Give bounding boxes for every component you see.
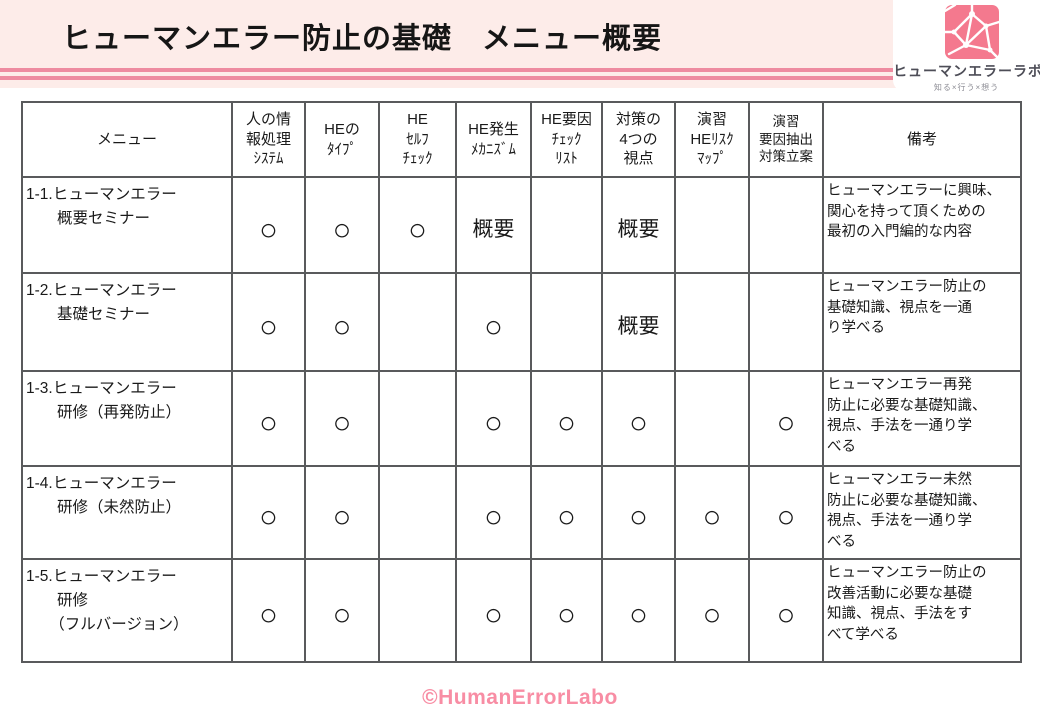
table-row: 1-1.ヒューマンエラー 概要セミナー ○ ○ ○ 概要 概要 ヒューマンエラー… <box>21 176 1022 274</box>
remark-cell: ヒューマンエラー再発 防止に必要な基礎知識、 視点、手法を一通り学 べる <box>822 370 1022 467</box>
mark-cell: ○ <box>304 272 380 372</box>
mark-cell <box>378 370 457 467</box>
mark-cell <box>378 558 457 663</box>
logo: ヒューマンエラーラボ 知る×行う×想う <box>893 0 1040 92</box>
mark-cell: ○ <box>304 465 380 560</box>
mark-cell <box>748 272 824 372</box>
menu-overview-table: メニュー 人の情 報処理 ｼｽﾃﾑ HEの ﾀｲﾌﾟ HE ｾﾙﾌ ﾁｪｯｸ H… <box>21 101 1022 663</box>
mark-cell <box>530 272 603 372</box>
menu-name-cell: 1-1.ヒューマンエラー 概要セミナー <box>21 176 233 274</box>
mark-cell: 概要 <box>601 272 676 372</box>
mark-cell <box>748 176 824 274</box>
mark-cell: ○ <box>455 558 532 663</box>
col-header-factor-exercise: 演習 要因抽出 対策立案 <box>748 101 824 178</box>
menu-name-cell: 1-4.ヒューマンエラー 研修（未然防止） <box>21 465 233 560</box>
logo-icon <box>945 5 999 59</box>
remark-cell: ヒューマンエラー防止の 基礎知識、視点を一通 り学べる <box>822 272 1022 372</box>
header-band: ヒューマンエラー防止の基礎 メニュー概要 <box>0 0 1040 92</box>
mark-cell: ○ <box>748 370 824 467</box>
mark-cell: 概要 <box>601 176 676 274</box>
col-header-he-type: HEの ﾀｲﾌﾟ <box>304 101 380 178</box>
mark-cell: ○ <box>674 465 750 560</box>
mark-cell <box>378 465 457 560</box>
mark-cell: ○ <box>231 370 306 467</box>
menu-name-cell: 1-3.ヒューマンエラー 研修（再発防止） <box>21 370 233 467</box>
col-header-he-selfcheck: HE ｾﾙﾌ ﾁｪｯｸ <box>378 101 457 178</box>
mark-cell: ○ <box>304 176 380 274</box>
mark-cell: ○ <box>378 176 457 274</box>
col-header-he-mechanism: HE発生 ﾒｶﾆｽﾞﾑ <box>455 101 532 178</box>
mark-cell: ○ <box>455 272 532 372</box>
mark-cell: ○ <box>748 558 824 663</box>
remark-cell: ヒューマンエラー防止の 改善活動に必要な基礎 知識、視点、手法をす べて学べる <box>822 558 1022 663</box>
mark-cell: ○ <box>231 272 306 372</box>
mark-cell: ○ <box>455 465 532 560</box>
menu-name-cell: 1-2.ヒューマンエラー 基礎セミナー <box>21 272 233 372</box>
mark-cell: ○ <box>601 370 676 467</box>
mark-cell <box>674 176 750 274</box>
mark-cell: ○ <box>601 465 676 560</box>
mark-cell: ○ <box>231 465 306 560</box>
mark-cell: ○ <box>530 558 603 663</box>
mark-cell <box>530 176 603 274</box>
col-header-remarks: 備考 <box>822 101 1022 178</box>
mark-cell: ○ <box>231 176 306 274</box>
mark-cell <box>674 272 750 372</box>
remark-cell: ヒューマンエラー未然 防止に必要な基礎知識、 視点、手法を一通り学 べる <box>822 465 1022 560</box>
remark-cell: ヒューマンエラーに興味、 関心を持って頂くための 最初の入門編的な内容 <box>822 176 1022 274</box>
mark-cell: ○ <box>304 558 380 663</box>
table-row: 1-3.ヒューマンエラー 研修（再発防止） ○ ○ ○ ○ ○ ○ ヒューマンエ… <box>21 370 1022 467</box>
accent-rule-top <box>0 68 895 72</box>
col-header-info-processing: 人の情 報処理 ｼｽﾃﾑ <box>231 101 306 178</box>
col-header-four-viewpoints: 対策の 4つの 視点 <box>601 101 676 178</box>
mark-cell: 概要 <box>455 176 532 274</box>
menu-name-cell: 1-5.ヒューマンエラー 研修 （フルバージョン） <box>21 558 233 663</box>
logo-name: ヒューマンエラーラボ <box>893 63 1040 79</box>
mark-cell: ○ <box>304 370 380 467</box>
mark-cell: ○ <box>674 558 750 663</box>
col-header-menu: メニュー <box>21 101 233 178</box>
page-title: ヒューマンエラー防止の基礎 メニュー概要 <box>62 23 663 55</box>
table-header-row: メニュー 人の情 報処理 ｼｽﾃﾑ HEの ﾀｲﾌﾟ HE ｾﾙﾌ ﾁｪｯｸ H… <box>21 101 1022 178</box>
mark-cell <box>674 370 750 467</box>
table-row: 1-4.ヒューマンエラー 研修（未然防止） ○ ○ ○ ○ ○ ○ ○ ヒューマ… <box>21 465 1022 560</box>
copyright-text: ©HumanErrorLabo <box>422 686 618 709</box>
mark-cell: ○ <box>601 558 676 663</box>
mark-cell: ○ <box>748 465 824 560</box>
mark-cell: ○ <box>530 465 603 560</box>
col-header-he-checklist: HE要因 ﾁｪｯｸ ﾘｽﾄ <box>530 101 603 178</box>
logo-tagline: 知る×行う×想う <box>933 83 1000 92</box>
table-row: 1-2.ヒューマンエラー 基礎セミナー ○ ○ ○ 概要 ヒューマンエラー防止の… <box>21 272 1022 372</box>
col-header-riskmap-exercise: 演習 HEﾘｽｸ ﾏｯﾌﾟ <box>674 101 750 178</box>
mark-cell: ○ <box>455 370 532 467</box>
accent-rule-bottom <box>0 76 895 80</box>
table-row: 1-5.ヒューマンエラー 研修 （フルバージョン） ○ ○ ○ ○ ○ ○ ○ … <box>21 558 1022 663</box>
mark-cell: ○ <box>231 558 306 663</box>
mark-cell: ○ <box>530 370 603 467</box>
mark-cell <box>378 272 457 372</box>
